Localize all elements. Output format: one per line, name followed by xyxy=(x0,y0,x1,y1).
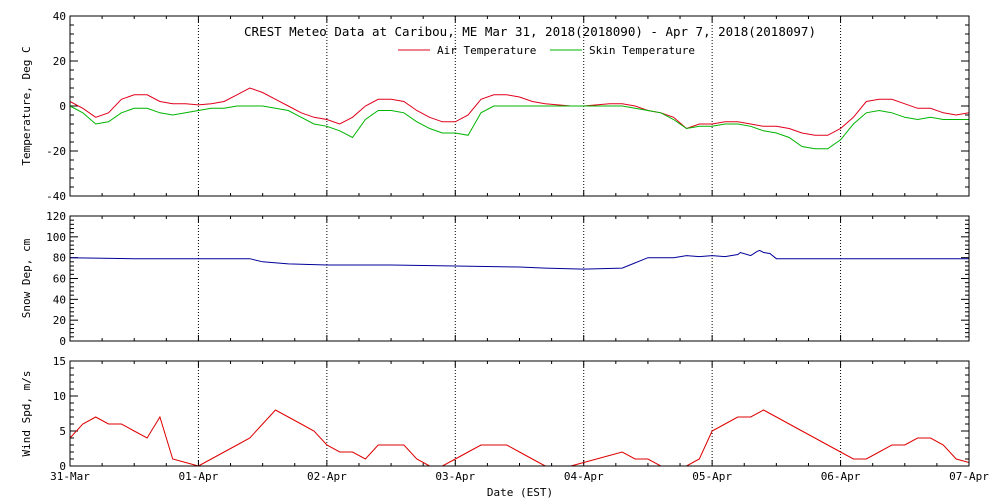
plot-frame xyxy=(69,15,970,197)
y-tick-label: 10 xyxy=(53,390,66,403)
y-tick-label: 15 xyxy=(53,355,66,368)
y-tick-label: 40 xyxy=(53,293,66,306)
legend-label-skin: Skin Temperature xyxy=(589,44,695,57)
y-tick-label: 5 xyxy=(59,425,66,438)
series-line-skin-temperature xyxy=(70,105,969,150)
y-tick-label: 0 xyxy=(59,100,66,113)
x-tick-label: 06-Apr xyxy=(821,470,861,483)
plot-frame xyxy=(69,215,970,342)
y-tick-label: -20 xyxy=(46,145,66,158)
x-tick-label: 03-Apr xyxy=(435,470,475,483)
y-tick-label: 20 xyxy=(53,55,66,68)
x-axis-label: Date (EST) xyxy=(487,486,553,499)
y-tick-label: 100 xyxy=(46,231,66,244)
y-axis-label: Snow Dep, cm xyxy=(20,238,33,318)
snow-depth-panel: 0 20 40 60 80 100 120 Snow Dep, cm xyxy=(20,210,970,348)
y-tick-label: 120 xyxy=(46,210,66,223)
temperature-panel: -40 -20 0 20 40 Temperature, Deg C xyxy=(20,10,970,203)
legend: Air Temperature Skin Temperature xyxy=(398,44,695,57)
y-tick-label: 40 xyxy=(53,10,66,23)
chart-title: CREST Meteo Data at Caribou, ME Mar 31, … xyxy=(244,24,816,39)
x-tick-label: 04-Apr xyxy=(564,470,604,483)
plot-frame xyxy=(69,360,970,467)
x-tick-label: 02-Apr xyxy=(307,470,347,483)
x-tick-label: 01-Apr xyxy=(179,470,219,483)
x-axis-tick-labels: 31-Mar 01-Apr 02-Apr 03-Apr 04-Apr 05-Apr 06-A… xyxy=(50,470,989,483)
y-axis-label: Temperature, Deg C xyxy=(20,46,33,165)
series-line-air-temperature xyxy=(70,87,969,136)
x-tick-label: 07-Apr xyxy=(949,470,989,483)
y-axis-label: Wind Spd, m/s xyxy=(20,370,33,456)
y-tick-label: 20 xyxy=(53,314,66,327)
x-tick-label: 05-Apr xyxy=(692,470,732,483)
y-tick-label: 0 xyxy=(59,460,66,473)
x-tick-label: 31-Mar xyxy=(50,470,90,483)
legend-label-air: Air Temperature xyxy=(437,44,536,57)
y-tick-label: 60 xyxy=(53,273,66,286)
wind-speed-panel: 0 5 10 15 Wind Spd, m/s xyxy=(20,355,970,473)
y-tick-label: 0 xyxy=(59,335,66,348)
y-tick-label: -40 xyxy=(46,190,66,203)
series-line-panel2-0 xyxy=(70,409,969,466)
y-tick-label: 80 xyxy=(53,252,66,265)
series-line-panel1-0 xyxy=(70,249,969,270)
